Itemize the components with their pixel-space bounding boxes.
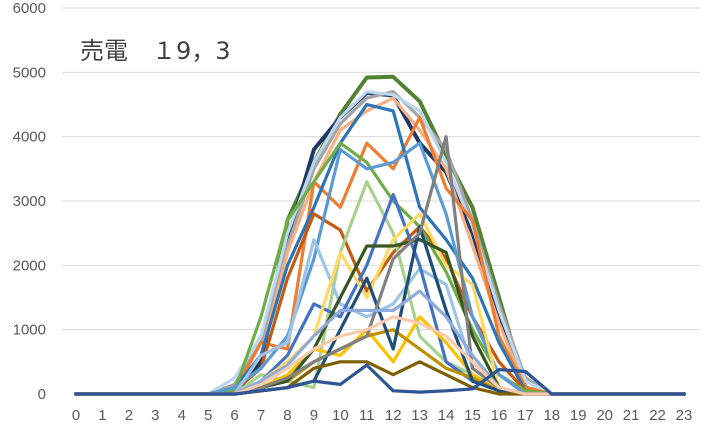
- gridlines: [62, 7, 700, 331]
- x-axis: 0 1 2 3 4 5 6 7 8 9 10 11 12 13 14 15 16 17 18 19 20 21 22 23: [72, 407, 693, 424]
- x-tick-label: 22: [649, 407, 666, 424]
- x-tick-label: 20: [596, 407, 613, 424]
- y-tick-label: 0: [38, 386, 46, 403]
- x-tick-label: 13: [411, 407, 428, 424]
- x-tick-label: 2: [125, 407, 133, 424]
- x-tick-label: 8: [283, 407, 291, 424]
- x-tick-label: 0: [72, 407, 80, 424]
- x-tick-label: 4: [178, 407, 186, 424]
- x-tick-label: 23: [676, 407, 693, 424]
- y-tick-label: 4000: [13, 129, 46, 146]
- y-tick-label: 2000: [13, 257, 46, 274]
- y-tick-label: 1000: [13, 322, 46, 339]
- x-tick-label: 14: [438, 407, 455, 424]
- x-tick-label: 21: [623, 407, 640, 424]
- x-tick-label: 1: [98, 407, 106, 424]
- x-tick-label: 11: [359, 407, 375, 424]
- series-lines: [74, 74, 686, 396]
- chart-title: 売電 １9，3: [80, 37, 231, 65]
- x-tick-label: 9: [310, 407, 318, 424]
- x-tick-label: 6: [230, 407, 238, 424]
- y-tick-label: 5000: [13, 64, 46, 81]
- x-tick-label: 17: [517, 407, 534, 424]
- y-tick-label: 6000: [13, 0, 46, 17]
- series-line-6: [74, 115, 686, 396]
- x-tick-label: 12: [385, 407, 402, 424]
- x-tick-label: 16: [491, 407, 508, 424]
- series-line-15: [74, 315, 686, 396]
- series-line-23: [74, 363, 686, 396]
- series-line-7: [74, 102, 686, 396]
- x-tick-label: 7: [257, 407, 265, 424]
- series-line-2: [74, 90, 686, 396]
- x-tick-label: 10: [332, 407, 349, 424]
- series-line-22: [74, 315, 686, 396]
- x-tick-label: 3: [151, 407, 159, 424]
- x-tick-label: 15: [464, 407, 481, 424]
- y-axis: 0 1000 2000 3000 4000 5000 6000: [13, 0, 46, 403]
- x-tick-label: 5: [204, 407, 212, 424]
- x-tick-label: 18: [543, 407, 560, 424]
- y-tick-label: 3000: [13, 193, 46, 210]
- x-tick-label: 19: [570, 407, 587, 424]
- series-line-10: [74, 180, 686, 396]
- series-line-16: [74, 328, 686, 396]
